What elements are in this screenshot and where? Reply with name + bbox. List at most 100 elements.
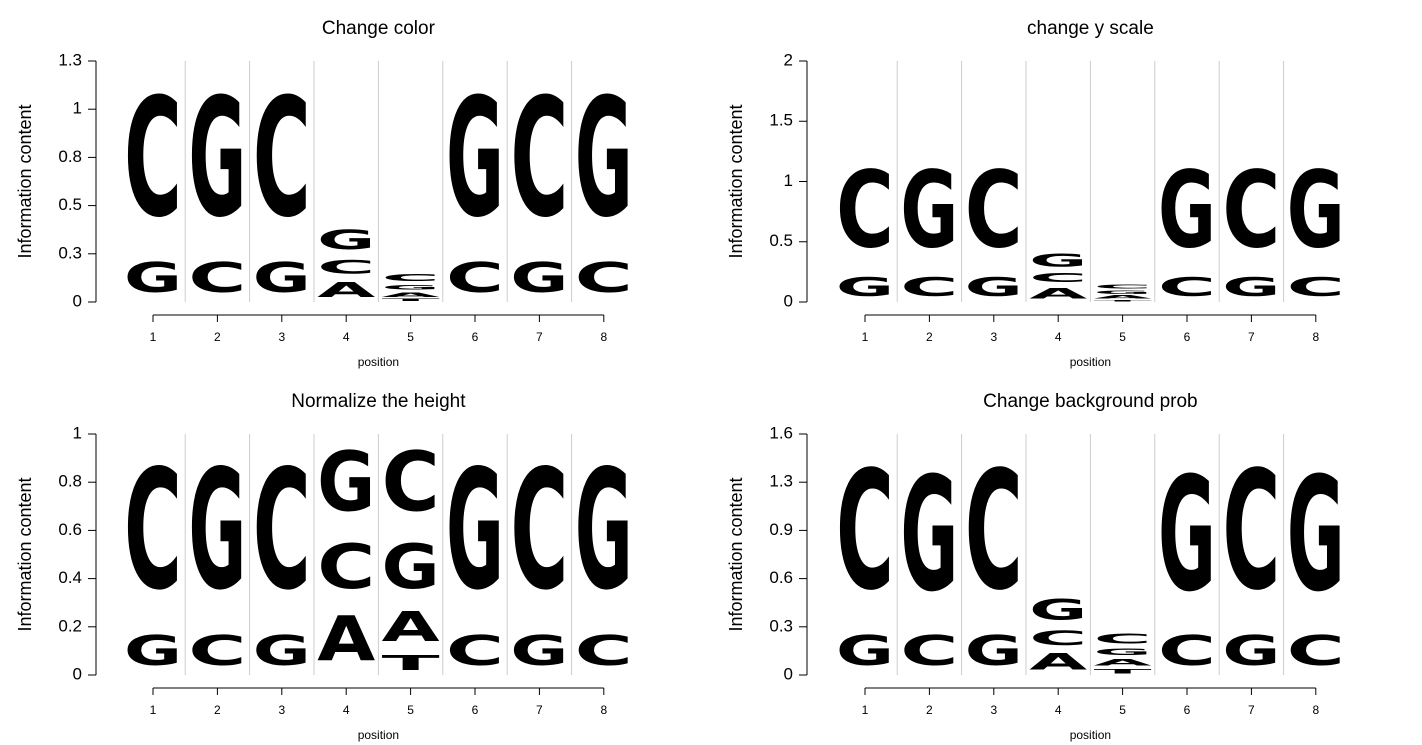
letter: G (253, 627, 311, 675)
y-tick-label: 0 (784, 664, 793, 683)
letter: C (253, 436, 311, 627)
x-tick-label: 2 (214, 703, 221, 717)
letter: C (382, 273, 440, 284)
letter: G (900, 150, 958, 272)
chart-title: Change background prob (983, 391, 1197, 412)
letter: G (1287, 443, 1345, 626)
y-tick-label: 1 (73, 99, 82, 118)
letter: C (382, 435, 440, 531)
y-axis-label: Information content (15, 104, 35, 258)
letter: C (188, 254, 246, 302)
letter: G (510, 627, 568, 675)
letter: C (1287, 272, 1345, 302)
letter: C (253, 64, 311, 254)
y-axis-label: Information content (15, 477, 35, 631)
x-tick-label: 4 (343, 330, 350, 344)
x-tick-label: 8 (1312, 703, 1319, 717)
letter: A (1029, 650, 1087, 675)
x-tick-label: 1 (862, 330, 869, 344)
letter: G (124, 627, 182, 675)
letter: G (836, 272, 894, 302)
letter: G (510, 254, 568, 302)
y-tick-label: 0.3 (769, 616, 793, 635)
letter: C (1158, 627, 1216, 675)
letter: C (317, 530, 375, 602)
letter: G (836, 627, 894, 675)
y-tick-label: 0.8 (58, 472, 82, 491)
x-axis-label: position (1070, 355, 1111, 369)
x-tick-label: 6 (472, 330, 479, 344)
x-tick-label: 3 (990, 330, 997, 344)
letter: C (188, 627, 246, 675)
letter: A (317, 278, 376, 302)
y-tick-label: 1.5 (769, 111, 793, 130)
y-tick-label: 0.2 (58, 616, 82, 635)
x-tick-label: 7 (536, 703, 543, 717)
letter: G (965, 272, 1023, 302)
letter: C (124, 436, 182, 627)
letter: A (1094, 657, 1153, 668)
letter: G (575, 63, 633, 254)
letter: G (900, 443, 958, 626)
x-tick-label: 6 (1184, 703, 1191, 717)
y-tick-label: 2 (784, 50, 793, 69)
x-tick-label: 6 (472, 703, 479, 717)
letter: C (836, 437, 894, 627)
letter: C (1222, 437, 1280, 627)
letter: C (1287, 627, 1345, 675)
x-tick-label: 5 (1119, 330, 1126, 344)
x-tick-label: 7 (536, 330, 543, 344)
letter: A (382, 291, 440, 298)
y-tick-label: 0 (73, 291, 82, 310)
letter: C (1029, 627, 1087, 649)
x-tick-label: 1 (862, 703, 869, 717)
letter: C (1029, 271, 1087, 285)
letter: C (1158, 272, 1216, 302)
x-tick-label: 8 (600, 330, 607, 344)
letter: C (965, 149, 1023, 271)
x-tick-label: 4 (1055, 330, 1062, 344)
y-tick-label: 1 (73, 423, 82, 442)
x-axis-label: position (1070, 728, 1111, 742)
letter: T (382, 298, 440, 302)
x-axis-label: position (358, 355, 399, 369)
x-tick-label: 5 (1119, 703, 1126, 717)
letter: A (1029, 285, 1087, 302)
letter: C (510, 64, 568, 254)
x-tick-label: 7 (1248, 703, 1255, 717)
x-tick-label: 3 (990, 703, 997, 717)
letter: C (965, 437, 1023, 627)
letter: G (1094, 646, 1152, 657)
y-tick-label: 0.5 (769, 231, 793, 250)
letter: C (317, 256, 375, 278)
y-tick-label: 0 (784, 291, 793, 310)
x-tick-label: 2 (926, 330, 933, 344)
letter: T (1094, 668, 1152, 675)
letter: A (317, 603, 375, 675)
letter: G (382, 283, 440, 290)
letter: G (1029, 594, 1087, 627)
letter: C (446, 627, 504, 675)
letter: G (446, 434, 504, 626)
x-tick-label: 8 (600, 703, 607, 717)
letter: G (575, 434, 633, 626)
letter: G (253, 254, 311, 302)
x-tick-label: 5 (407, 330, 414, 344)
letter: G (188, 434, 246, 626)
letter: G (1222, 627, 1280, 675)
x-axis-label: position (358, 728, 399, 742)
letter: G (965, 627, 1023, 675)
y-tick-label: 0.4 (58, 568, 82, 587)
y-tick-label: 0.8 (58, 147, 82, 166)
x-tick-label: 2 (926, 703, 933, 717)
chart-title: Change color (322, 18, 436, 39)
letter: G (1029, 250, 1087, 270)
y-tick-label: 0.3 (58, 243, 82, 262)
letter: G (1094, 290, 1152, 295)
letter: G (1158, 150, 1216, 272)
x-tick-label: 4 (1055, 703, 1062, 717)
letter: G (124, 254, 182, 302)
x-tick-label: 6 (1184, 330, 1191, 344)
letter: C (446, 254, 504, 302)
